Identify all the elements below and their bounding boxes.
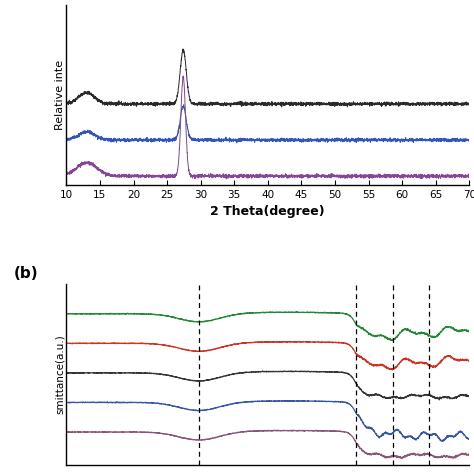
Text: (b): (b) — [14, 265, 38, 281]
Y-axis label: smittance(a.u.): smittance(a.u.) — [55, 335, 65, 414]
Y-axis label: Relative inte: Relative inte — [55, 60, 65, 130]
X-axis label: 2 Theta(degree): 2 Theta(degree) — [210, 205, 325, 219]
